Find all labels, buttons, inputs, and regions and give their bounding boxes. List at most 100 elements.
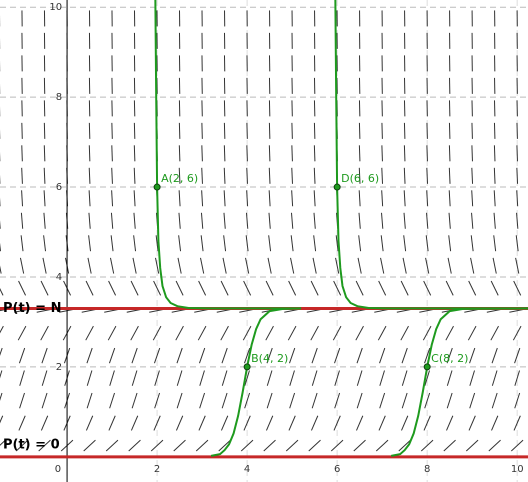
slope-segment — [201, 167, 203, 184]
slope-segment — [85, 280, 94, 296]
slope-segment — [313, 145, 316, 162]
y-tick-label: 8 — [56, 92, 62, 103]
slope-segment — [289, 347, 296, 364]
slope-segment — [289, 392, 296, 409]
slope-segment — [220, 280, 229, 296]
slope-segment — [178, 145, 181, 162]
slope-segment — [88, 235, 92, 252]
slope-segment — [133, 145, 136, 162]
slope-segment — [491, 347, 498, 364]
slope-segment — [244, 370, 250, 386]
slope-segment — [358, 235, 362, 252]
solution-curve — [210, 307, 302, 457]
slope-segment — [267, 257, 272, 274]
slope-segment — [380, 257, 385, 274]
slope-segment — [88, 145, 91, 162]
slope-segment — [491, 392, 498, 409]
x-tick-label: 4 — [244, 464, 250, 475]
slope-segment — [0, 392, 3, 401]
slope-segment — [448, 167, 451, 184]
slope-segment — [288, 415, 296, 431]
x-tick-label: 2 — [154, 464, 160, 475]
slope-segment — [513, 415, 521, 431]
slope-segment — [380, 235, 384, 252]
slope-segment — [176, 392, 183, 409]
slope-segment — [379, 392, 386, 409]
slope-segment — [334, 392, 341, 409]
slope-segment — [335, 235, 339, 252]
slope-segment — [443, 439, 456, 452]
slope-segment — [132, 257, 137, 274]
slope-segment — [424, 392, 431, 409]
slope-segment — [266, 347, 273, 364]
slope-segment — [268, 145, 271, 162]
slope-segment — [312, 257, 317, 274]
slope-segment — [109, 370, 115, 386]
slope-segment — [512, 325, 522, 341]
slope-segment — [178, 212, 181, 229]
slope-segment — [469, 347, 476, 364]
slope-segment — [175, 280, 184, 296]
slope-segment — [200, 257, 205, 274]
slope-segment — [358, 167, 361, 184]
slope-segment — [381, 212, 384, 229]
slope-segment — [177, 257, 182, 274]
slope-segment — [470, 257, 475, 274]
slope-segment — [43, 190, 46, 207]
slope-segment — [446, 347, 453, 364]
slope-segment — [105, 439, 119, 452]
slope-segment — [424, 347, 431, 364]
slope-segment — [17, 325, 27, 341]
slope-segment — [86, 392, 93, 409]
slope-segment — [265, 415, 274, 431]
slope-segment — [401, 347, 408, 364]
slope-segment — [291, 190, 294, 207]
slope-segment — [423, 415, 431, 431]
slope-segment — [43, 212, 46, 229]
slope-segment — [150, 439, 164, 452]
slope-segment — [153, 415, 161, 431]
slope-segment — [287, 325, 297, 341]
slope-segment — [21, 145, 23, 162]
slope-segment — [130, 280, 139, 296]
slope-segment — [218, 439, 231, 452]
slope-segment — [220, 415, 229, 431]
slope-segment — [197, 325, 207, 341]
slope-segment — [131, 347, 138, 364]
slope-segment — [268, 190, 271, 207]
slope-segment — [420, 439, 434, 452]
slope-segment — [266, 392, 273, 409]
slope-segment — [358, 212, 361, 229]
slope-segment — [43, 145, 46, 162]
y-tick-label: 4 — [56, 272, 62, 283]
y-tick-label: 6 — [56, 182, 62, 193]
slope-segment — [355, 280, 364, 296]
slope-segment — [403, 212, 406, 229]
slope-segment — [471, 212, 474, 229]
slope-segment — [448, 190, 451, 207]
slope-segment — [200, 212, 204, 229]
slope-segment — [488, 439, 501, 452]
slope-segment — [291, 167, 293, 184]
slope-segment — [19, 370, 25, 386]
slope-segment — [356, 370, 363, 386]
slope-segment — [469, 392, 476, 409]
slope-segment — [199, 370, 205, 386]
slope-segment — [86, 347, 93, 364]
slope-segment — [514, 347, 521, 364]
slope-segment — [425, 257, 430, 274]
slope-segment — [0, 325, 4, 334]
slope-segment — [20, 212, 24, 229]
slope-segment — [178, 235, 182, 252]
slope-segment — [20, 235, 24, 252]
slope-segment — [493, 145, 496, 162]
y-tick-label: 10 — [49, 2, 62, 13]
slope-segment — [471, 167, 474, 184]
slope-segment — [334, 347, 341, 364]
slope-segment — [468, 280, 477, 296]
equilibrium-label: P(t) = 0 — [3, 437, 60, 452]
slope-segment — [313, 212, 316, 229]
slope-segment — [243, 280, 252, 296]
slope-segment — [242, 325, 252, 341]
slope-segment — [0, 415, 4, 424]
